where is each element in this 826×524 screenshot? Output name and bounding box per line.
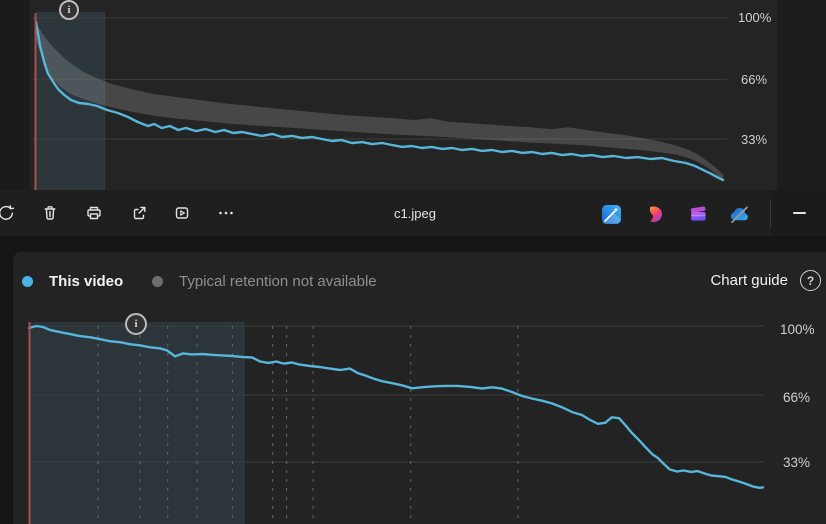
photo-right-shade bbox=[777, 0, 826, 192]
y-tick-33: 33% bbox=[783, 455, 811, 470]
legend-this-video[interactable]: This video bbox=[22, 273, 123, 290]
photo-preview-strip: 100% 66% 33% i bbox=[0, 0, 826, 192]
trash-icon bbox=[44, 206, 56, 220]
this-video-dot-icon bbox=[22, 276, 33, 287]
photo-retention-chart[interactable] bbox=[0, 0, 826, 192]
slideshow-button[interactable] bbox=[166, 197, 198, 229]
delete-button[interactable] bbox=[34, 197, 66, 229]
y-tick-33: 33% bbox=[741, 132, 768, 147]
intro-info-icon[interactable]: i bbox=[125, 313, 147, 335]
onedrive-paused-button[interactable] bbox=[723, 198, 755, 230]
more-options-icon bbox=[219, 211, 233, 215]
print-icon bbox=[87, 206, 101, 220]
legend-typical-retention[interactable]: Typical retention not available bbox=[152, 273, 377, 290]
intro-info-icon[interactable]: i bbox=[59, 0, 79, 20]
y-tick-100: 100% bbox=[780, 322, 815, 337]
retention-panel: This video Typical retention not availab… bbox=[0, 252, 826, 524]
share-button[interactable] bbox=[123, 197, 155, 229]
collapse-toolbar-button[interactable] bbox=[783, 197, 815, 229]
clipchamp-button[interactable] bbox=[682, 198, 714, 230]
y-tick-100: 100% bbox=[738, 10, 772, 25]
slideshow-icon bbox=[175, 207, 189, 219]
clipchamp-icon bbox=[690, 206, 706, 221]
designer-button[interactable] bbox=[639, 198, 671, 230]
legend-typical-retention-label: Typical retention not available bbox=[179, 273, 377, 290]
y-tick-66: 66% bbox=[741, 72, 768, 87]
print-button[interactable] bbox=[78, 197, 110, 229]
chart-guide-link[interactable]: Chart guide bbox=[710, 272, 788, 289]
audience-retention-chart[interactable] bbox=[0, 252, 826, 524]
more-options-button[interactable] bbox=[210, 197, 242, 229]
background-gap bbox=[0, 236, 826, 252]
onedrive-paused-icon bbox=[730, 206, 748, 223]
photos-toolbar: c1.jpeg bbox=[0, 190, 826, 236]
typical-retention-dot-icon bbox=[152, 276, 163, 287]
edit-image-button[interactable] bbox=[595, 198, 627, 230]
rotate-button[interactable] bbox=[0, 197, 22, 229]
image-filename: c1.jpeg bbox=[394, 206, 436, 221]
toolbar-divider bbox=[770, 199, 771, 227]
help-icon[interactable]: ? bbox=[800, 270, 821, 291]
legend-this-video-label: This video bbox=[49, 273, 124, 290]
y-tick-66: 66% bbox=[783, 390, 811, 405]
share-icon bbox=[133, 206, 146, 220]
rotate-icon bbox=[0, 205, 15, 220]
designer-icon bbox=[649, 206, 662, 222]
minus-icon bbox=[792, 212, 806, 214]
edit-image-icon bbox=[601, 204, 621, 224]
